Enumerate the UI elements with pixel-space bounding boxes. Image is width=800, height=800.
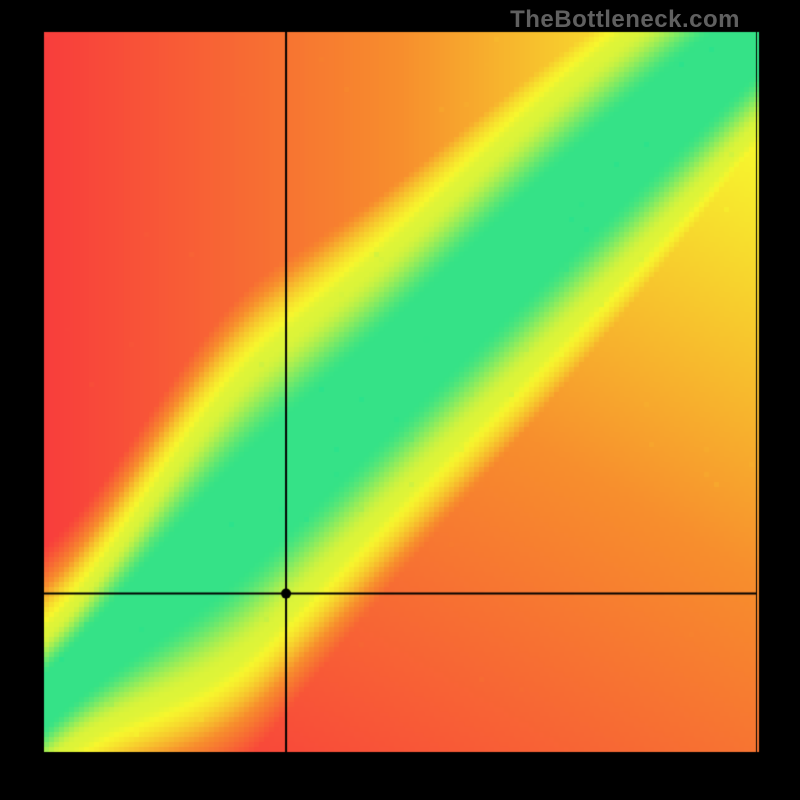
bottleneck-heatmap (0, 0, 800, 800)
chart-container: TheBottleneck.com (0, 0, 800, 800)
watermark-text: TheBottleneck.com (510, 6, 740, 34)
